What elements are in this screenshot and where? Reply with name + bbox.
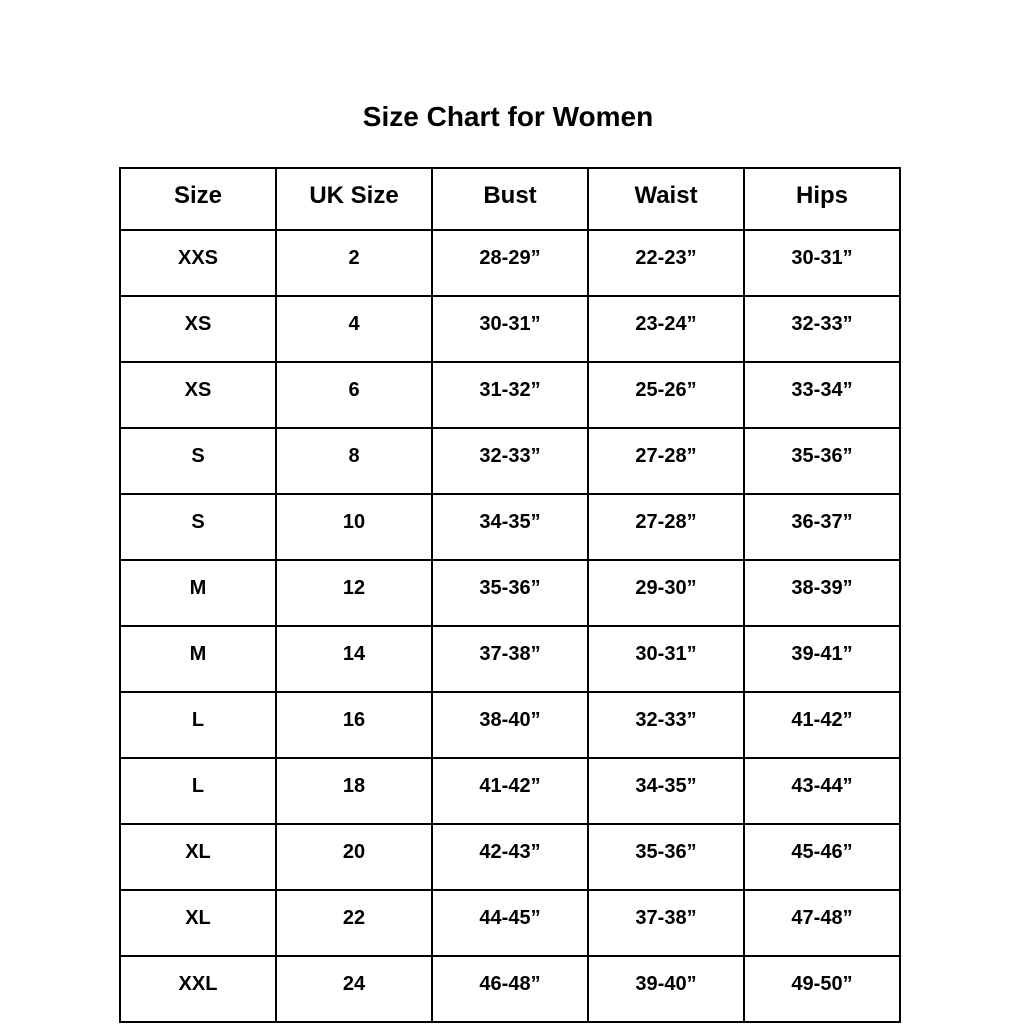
table-cell: 38-40” — [431, 691, 589, 759]
column-header: UK Size — [275, 167, 433, 231]
table-cell: 31-32” — [431, 361, 589, 429]
table-cell: 33-34” — [743, 361, 901, 429]
table-cell: 6 — [275, 361, 433, 429]
table-cell: 37-38” — [587, 889, 745, 957]
table-cell: 29-30” — [587, 559, 745, 627]
table-cell: 39-41” — [743, 625, 901, 693]
table-cell: 12 — [275, 559, 433, 627]
table-cell: 35-36” — [587, 823, 745, 891]
table-cell: XS — [119, 361, 277, 429]
table-cell: 16 — [275, 691, 433, 759]
table-cell: 24 — [275, 955, 433, 1023]
table-cell: S — [119, 493, 277, 561]
table-cell: 44-45” — [431, 889, 589, 957]
table-cell: XXS — [119, 229, 277, 297]
table-cell: 2 — [275, 229, 433, 297]
column-header: Bust — [431, 167, 589, 231]
table-cell: M — [119, 625, 277, 693]
table-cell: L — [119, 691, 277, 759]
table-cell: 22 — [275, 889, 433, 957]
page-title: Size Chart for Women — [362, 101, 654, 132]
table-cell: 27-28” — [587, 427, 745, 495]
table-cell: L — [119, 757, 277, 825]
header-row: Size UK Size Bust Waist Hips — [119, 167, 901, 231]
table-row: M 12 35-36” 29-30” 38-39” — [119, 559, 901, 627]
table-cell: 34-35” — [587, 757, 745, 825]
table-cell: 20 — [275, 823, 433, 891]
table-row: XS 4 30-31” 23-24” 32-33” — [119, 295, 901, 363]
table-cell: 32-33” — [587, 691, 745, 759]
table-cell: M — [119, 559, 277, 627]
table-cell: S — [119, 427, 277, 495]
table-cell: 43-44” — [743, 757, 901, 825]
table-cell: XL — [119, 823, 277, 891]
table-row: S 10 34-35” 27-28” 36-37” — [119, 493, 901, 561]
table-row: L 18 41-42” 34-35” 43-44” — [119, 757, 901, 825]
table-cell: 35-36” — [431, 559, 589, 627]
column-header: Waist — [587, 167, 745, 231]
table-cell: 22-23” — [587, 229, 745, 297]
table-cell: 47-48” — [743, 889, 901, 957]
table-row: XXS 2 28-29” 22-23” 30-31” — [119, 229, 901, 297]
table-cell: XS — [119, 295, 277, 363]
table-cell: 10 — [275, 493, 433, 561]
table-row: XL 20 42-43” 35-36” 45-46” — [119, 823, 901, 891]
table-row: S 8 32-33” 27-28” 35-36” — [119, 427, 901, 495]
table-cell: 23-24” — [587, 295, 745, 363]
table-cell: 30-31” — [431, 295, 589, 363]
table-cell: 41-42” — [743, 691, 901, 759]
table-cell: 36-37” — [743, 493, 901, 561]
table-cell: 30-31” — [587, 625, 745, 693]
table-cell: 27-28” — [587, 493, 745, 561]
table-cell: 39-40” — [587, 955, 745, 1023]
table-cell: 30-31” — [743, 229, 901, 297]
table-cell: 49-50” — [743, 955, 901, 1023]
column-header: Hips — [743, 167, 901, 231]
table-row: L 16 38-40” 32-33” 41-42” — [119, 691, 901, 759]
table-cell: 18 — [275, 757, 433, 825]
table-row: XL 22 44-45” 37-38” 47-48” — [119, 889, 901, 957]
table-cell: 28-29” — [431, 229, 589, 297]
table-cell: 45-46” — [743, 823, 901, 891]
table-cell: XXL — [119, 955, 277, 1023]
column-header: Size — [119, 167, 277, 231]
table-cell: 32-33” — [743, 295, 901, 363]
table-cell: 41-42” — [431, 757, 589, 825]
table-row: XXL 24 46-48” 39-40” 49-50” — [119, 955, 901, 1023]
table-cell: 14 — [275, 625, 433, 693]
table-row: XS 6 31-32” 25-26” 33-34” — [119, 361, 901, 429]
table-cell: 35-36” — [743, 427, 901, 495]
table-cell: 37-38” — [431, 625, 589, 693]
table-row: M 14 37-38” 30-31” 39-41” — [119, 625, 901, 693]
table-cell: 38-39” — [743, 559, 901, 627]
table-cell: 32-33” — [431, 427, 589, 495]
table-cell: 42-43” — [431, 823, 589, 891]
table-cell: 4 — [275, 295, 433, 363]
table-cell: 8 — [275, 427, 433, 495]
table-cell: 25-26” — [587, 361, 745, 429]
table-cell: XL — [119, 889, 277, 957]
table-cell: 34-35” — [431, 493, 589, 561]
size-chart-table: Size UK Size Bust Waist Hips XXS 2 28-29” 22-23… — [119, 167, 901, 1023]
table-cell: 46-48” — [431, 955, 589, 1023]
